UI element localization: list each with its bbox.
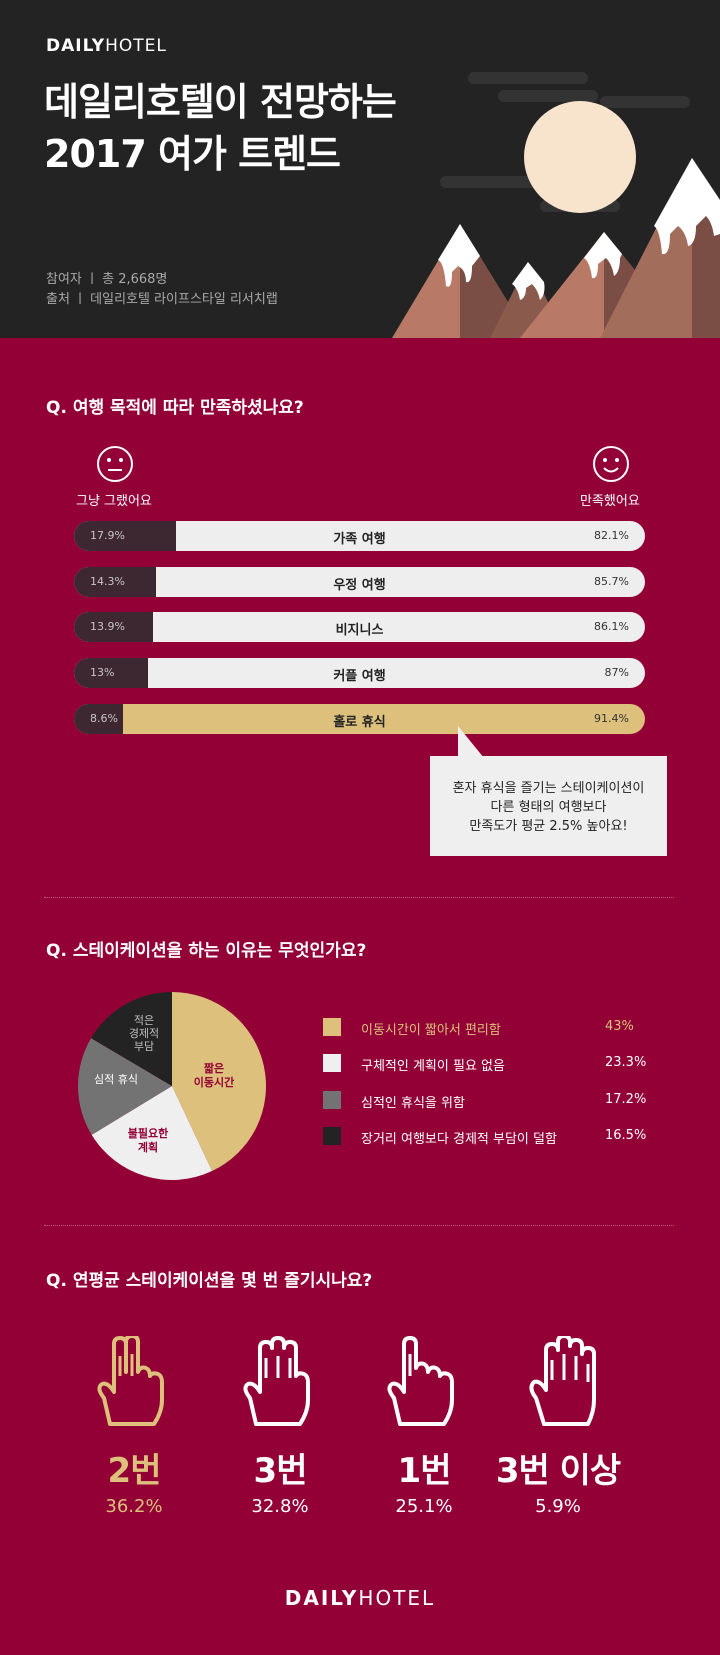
header-banner: DAILYHOTEL 데일리호텔이 전망하는 2017 여가 트렌드 참여자 ㅣ… xyxy=(0,0,720,338)
callout-box: 혼자 휴식을 즐기는 스테이케이션이 다른 형태의 여행보다 만족도가 평균 2… xyxy=(430,756,667,856)
legend-value: 17.2% xyxy=(605,1092,647,1107)
category-label: 우정 여행 xyxy=(333,578,386,593)
source-text: 출처 ㅣ 데일리호텔 라이프스타일 리서치랩 xyxy=(46,292,278,307)
satisfaction-bar: 14.3% 우정 여행 85.7% xyxy=(74,567,645,597)
pie-slice-mental-rest xyxy=(78,1038,172,1135)
legend-label: 구체적인 계획이 필요 없음 xyxy=(361,1059,505,1074)
neutral-segment xyxy=(74,567,156,597)
one-finger-hand-icon xyxy=(387,1336,454,1426)
callout-line-3: 만족도가 평균 2.5% 높아요! xyxy=(469,819,628,834)
legend-swatch xyxy=(323,1054,341,1072)
pie-slice-low-cost xyxy=(91,992,172,1086)
legend-label: 장거리 여행보다 경제적 부담이 덜함 xyxy=(361,1132,557,1147)
neutral-segment xyxy=(74,612,154,642)
participants-text: 참여자 ㅣ 총 2,668명 xyxy=(46,272,168,287)
neutral-segment xyxy=(74,521,177,551)
pie-label-low-cost: 적은 경제적 부담 xyxy=(129,1014,159,1053)
satisfied-value-label: 87% xyxy=(604,666,629,679)
satisfied-label: 만족했어요 xyxy=(580,494,640,509)
header-logo: DAILYHOTEL xyxy=(46,36,167,56)
legend-swatch xyxy=(323,1091,341,1109)
callout-line-1: 혼자 휴식을 즐기는 스테이케이션이 xyxy=(452,781,645,796)
category-label: 가족 여행 xyxy=(333,532,386,547)
frequency-percent: 25.1% xyxy=(395,1496,453,1517)
satisfied-value-label: 86.1% xyxy=(594,620,629,633)
neutral-value-label: 13.9% xyxy=(90,620,125,633)
frequency-count: 3번 이상 xyxy=(495,1451,621,1491)
q2-title: Q. 스테이케이션을 하는 이유는 무엇인가요? xyxy=(46,941,367,961)
legend-label: 심적인 휴식을 위함 xyxy=(361,1096,465,1111)
neutral-segment xyxy=(74,658,149,688)
frequency-item: 1번 25.1% xyxy=(354,1443,494,1517)
neutral-face-icon xyxy=(97,446,133,482)
pie-label-mental-rest: 심적 휴식 xyxy=(94,1073,138,1086)
satisfied-value-label: 82.1% xyxy=(594,529,629,542)
reasons-pie-chart: 짧은 이동시간 불필요한 계획 심적 휴식 적은 경제적 부담 xyxy=(78,992,266,1180)
frequency-percent: 5.9% xyxy=(535,1496,581,1517)
neutral-value-label: 17.9% xyxy=(90,529,125,542)
legend-value: 43% xyxy=(605,1019,634,1034)
neutral-segment xyxy=(74,704,124,734)
pie-label-short-time: 짧은 이동시간 xyxy=(194,1061,234,1089)
neutral-value-label: 8.6% xyxy=(90,712,118,725)
open-hand-icon xyxy=(529,1336,596,1426)
satisfaction-bar: 13% 커플 여행 87% xyxy=(74,658,645,688)
category-label: 비지니스 xyxy=(335,623,384,638)
legend-swatch xyxy=(323,1127,341,1145)
neutral-value-label: 14.3% xyxy=(90,575,125,588)
frequency-item: 2번 36.2% xyxy=(64,1443,204,1517)
section-divider xyxy=(44,1225,674,1226)
title-line-2: 2017 여가 트렌드 xyxy=(44,132,341,176)
mountain-moon-illustration xyxy=(392,72,720,338)
neutral-label: 그냥 그랬어요 xyxy=(76,494,152,509)
satisfied-value-label: 85.7% xyxy=(594,575,629,588)
callout-pointer xyxy=(458,726,484,758)
frequency-count: 2번 xyxy=(107,1451,162,1491)
title-line-1: 데일리호텔이 전망하는 xyxy=(44,80,397,124)
legend-label: 이동시간이 짧아서 편리함 xyxy=(361,1023,501,1038)
satisfaction-bar: 17.9% 가족 여행 82.1% xyxy=(74,521,645,551)
q3-title: Q. 연평균 스테이케이션을 몇 번 즐기시나요? xyxy=(46,1271,373,1291)
legend-value: 16.5% xyxy=(605,1128,647,1143)
satisfaction-bar: 13.9% 비지니스 86.1% xyxy=(74,612,645,642)
pie-label-no-plan: 불필요한 계획 xyxy=(128,1126,168,1154)
satisfaction-bar: 8.6% 홀로 휴식 91.4% xyxy=(74,704,645,734)
smile-face-icon xyxy=(593,446,629,482)
satisfied-value-label: 91.4% xyxy=(594,712,629,725)
frequency-percent: 32.8% xyxy=(251,1496,309,1517)
two-fingers-hand-icon xyxy=(97,1336,164,1426)
legend-value: 23.3% xyxy=(605,1055,647,1070)
pie-slice-short-time xyxy=(172,992,266,1172)
frequency-item: 3번 이상 5.9% xyxy=(488,1443,628,1517)
frequency-item: 3번 32.8% xyxy=(210,1443,350,1517)
frequency-percent: 36.2% xyxy=(105,1496,163,1517)
category-label: 홀로 휴식 xyxy=(333,715,386,730)
legend-swatch xyxy=(323,1018,341,1036)
frequency-count: 1번 xyxy=(397,1451,452,1491)
three-fingers-hand-icon xyxy=(243,1336,310,1426)
header-meta: 참여자 ㅣ 총 2,668명 출처 ㅣ 데일리호텔 라이프스타일 리서치랩 xyxy=(46,270,278,310)
category-label: 커플 여행 xyxy=(333,669,386,684)
q1-title: Q. 여행 목적에 따라 만족하셨나요? xyxy=(46,398,304,418)
section-divider xyxy=(44,897,674,898)
frequency-count: 3번 xyxy=(253,1451,308,1491)
neutral-value-label: 13% xyxy=(90,666,115,679)
footer-logo: DAILYHOTEL xyxy=(284,1586,436,1610)
page-title: 데일리호텔이 전망하는 2017 여가 트렌드 xyxy=(44,76,397,180)
pie-slice-no-plan xyxy=(91,1086,213,1180)
moon-icon xyxy=(524,101,636,213)
callout-line-2: 다른 형태의 여행보다 xyxy=(490,800,607,815)
